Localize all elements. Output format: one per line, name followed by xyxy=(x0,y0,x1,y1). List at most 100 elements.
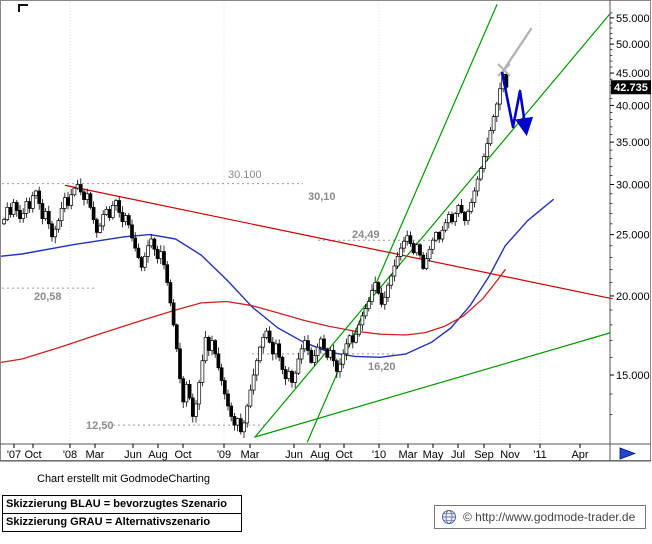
candle xyxy=(158,251,163,260)
candle xyxy=(24,201,29,214)
candle xyxy=(277,343,282,358)
candle xyxy=(133,237,138,249)
candle xyxy=(94,219,99,233)
candle xyxy=(469,202,474,212)
globe-icon xyxy=(442,510,456,524)
candle xyxy=(443,222,448,231)
candle xyxy=(197,382,202,405)
candle xyxy=(187,383,192,399)
candle xyxy=(59,208,64,222)
candle xyxy=(424,258,429,269)
x-axis-label: '11 xyxy=(533,449,547,461)
candle xyxy=(414,244,419,254)
candle xyxy=(85,193,90,200)
trendline-red-descending xyxy=(64,184,613,300)
candle xyxy=(37,190,42,204)
price-chart: 30.100 30,10 24,49 20,58 16,20 12,50 55.000 50.… xyxy=(0,0,651,462)
scroll-right-arrow-icon[interactable] xyxy=(619,447,637,460)
candle xyxy=(120,212,125,223)
candle xyxy=(8,207,13,215)
plot-background xyxy=(0,0,651,461)
candle xyxy=(174,324,179,350)
candle xyxy=(338,363,342,372)
candle xyxy=(5,207,10,220)
candle xyxy=(72,187,77,196)
legend-gray-scenario-label: Skizzierung GRAU = Alternativszenario xyxy=(6,516,211,528)
candle xyxy=(478,168,483,180)
x-axis-label: Oct xyxy=(24,449,41,461)
candle xyxy=(194,403,198,417)
candle xyxy=(232,416,237,426)
y-axis-label: 35.000 xyxy=(616,137,650,149)
candle xyxy=(18,210,22,219)
scenario-sketches xyxy=(497,27,534,137)
plot-border xyxy=(0,0,651,462)
legend-gray-scenario: Skizzierung GRAU = Alternativszenario xyxy=(2,513,242,532)
candle xyxy=(203,337,208,362)
candle xyxy=(293,372,298,383)
candle xyxy=(360,315,365,326)
y-axis-label: 55.000 xyxy=(616,13,650,25)
candle xyxy=(331,350,336,362)
y-axis-label: 40.000 xyxy=(616,100,650,112)
x-axis-label: Jul xyxy=(451,449,465,461)
candle xyxy=(21,213,26,219)
candle xyxy=(245,405,250,424)
candle xyxy=(110,205,115,218)
candle xyxy=(139,257,144,268)
candle xyxy=(216,353,221,369)
candle xyxy=(238,418,243,433)
candle xyxy=(40,203,45,219)
x-axis-label: Jun xyxy=(285,449,303,461)
candle xyxy=(459,205,464,213)
candle xyxy=(248,389,253,407)
candle xyxy=(30,195,35,209)
y-axis-label: 25.000 xyxy=(616,230,650,242)
candle xyxy=(91,207,96,220)
candle xyxy=(475,178,480,192)
y-axis-label: 50.000 xyxy=(616,39,650,51)
candle xyxy=(322,338,326,350)
candle xyxy=(43,211,48,219)
candle xyxy=(402,240,406,249)
chart-credit: Chart erstellt mit GodmodeCharting xyxy=(37,473,211,485)
candle xyxy=(50,223,54,238)
candle xyxy=(242,422,246,433)
candle xyxy=(357,324,362,335)
candle xyxy=(386,284,390,298)
candle xyxy=(200,360,205,383)
candle xyxy=(190,397,195,417)
candle xyxy=(430,239,435,250)
candle xyxy=(178,348,182,380)
candle xyxy=(66,197,70,206)
candle xyxy=(453,213,458,223)
candle xyxy=(11,202,16,215)
candle xyxy=(382,296,387,305)
copyright-link[interactable]: © http://www.godmode-trader.de xyxy=(463,510,636,524)
candle xyxy=(171,302,176,326)
candle xyxy=(315,346,320,356)
price-annotation: 16,20 xyxy=(368,361,396,373)
candle xyxy=(14,202,19,211)
candle xyxy=(152,238,157,250)
candle xyxy=(395,255,400,267)
candle xyxy=(437,232,442,240)
legend-blue-scenario: Skizzierung BLAU = bevorzugtes Szenario xyxy=(2,495,242,514)
candle xyxy=(46,211,51,225)
candle xyxy=(312,355,317,363)
candle xyxy=(302,340,307,350)
x-axis-label: '08 xyxy=(63,449,77,461)
candle xyxy=(309,350,314,363)
candle xyxy=(450,214,454,223)
candle xyxy=(261,337,266,348)
candle xyxy=(98,225,102,233)
scroll-right-button[interactable] xyxy=(619,447,637,460)
candle xyxy=(149,238,154,247)
candle xyxy=(229,405,234,417)
gray-cross-mark xyxy=(497,63,511,77)
price-annotation: 12,50 xyxy=(86,420,114,432)
ma-red xyxy=(0,269,506,364)
legend-blue-scenario-label: Skizzierung BLAU = bevorzugtes Szenario xyxy=(6,498,227,510)
candle xyxy=(491,116,496,131)
x-axis-label: Apr xyxy=(571,449,588,461)
